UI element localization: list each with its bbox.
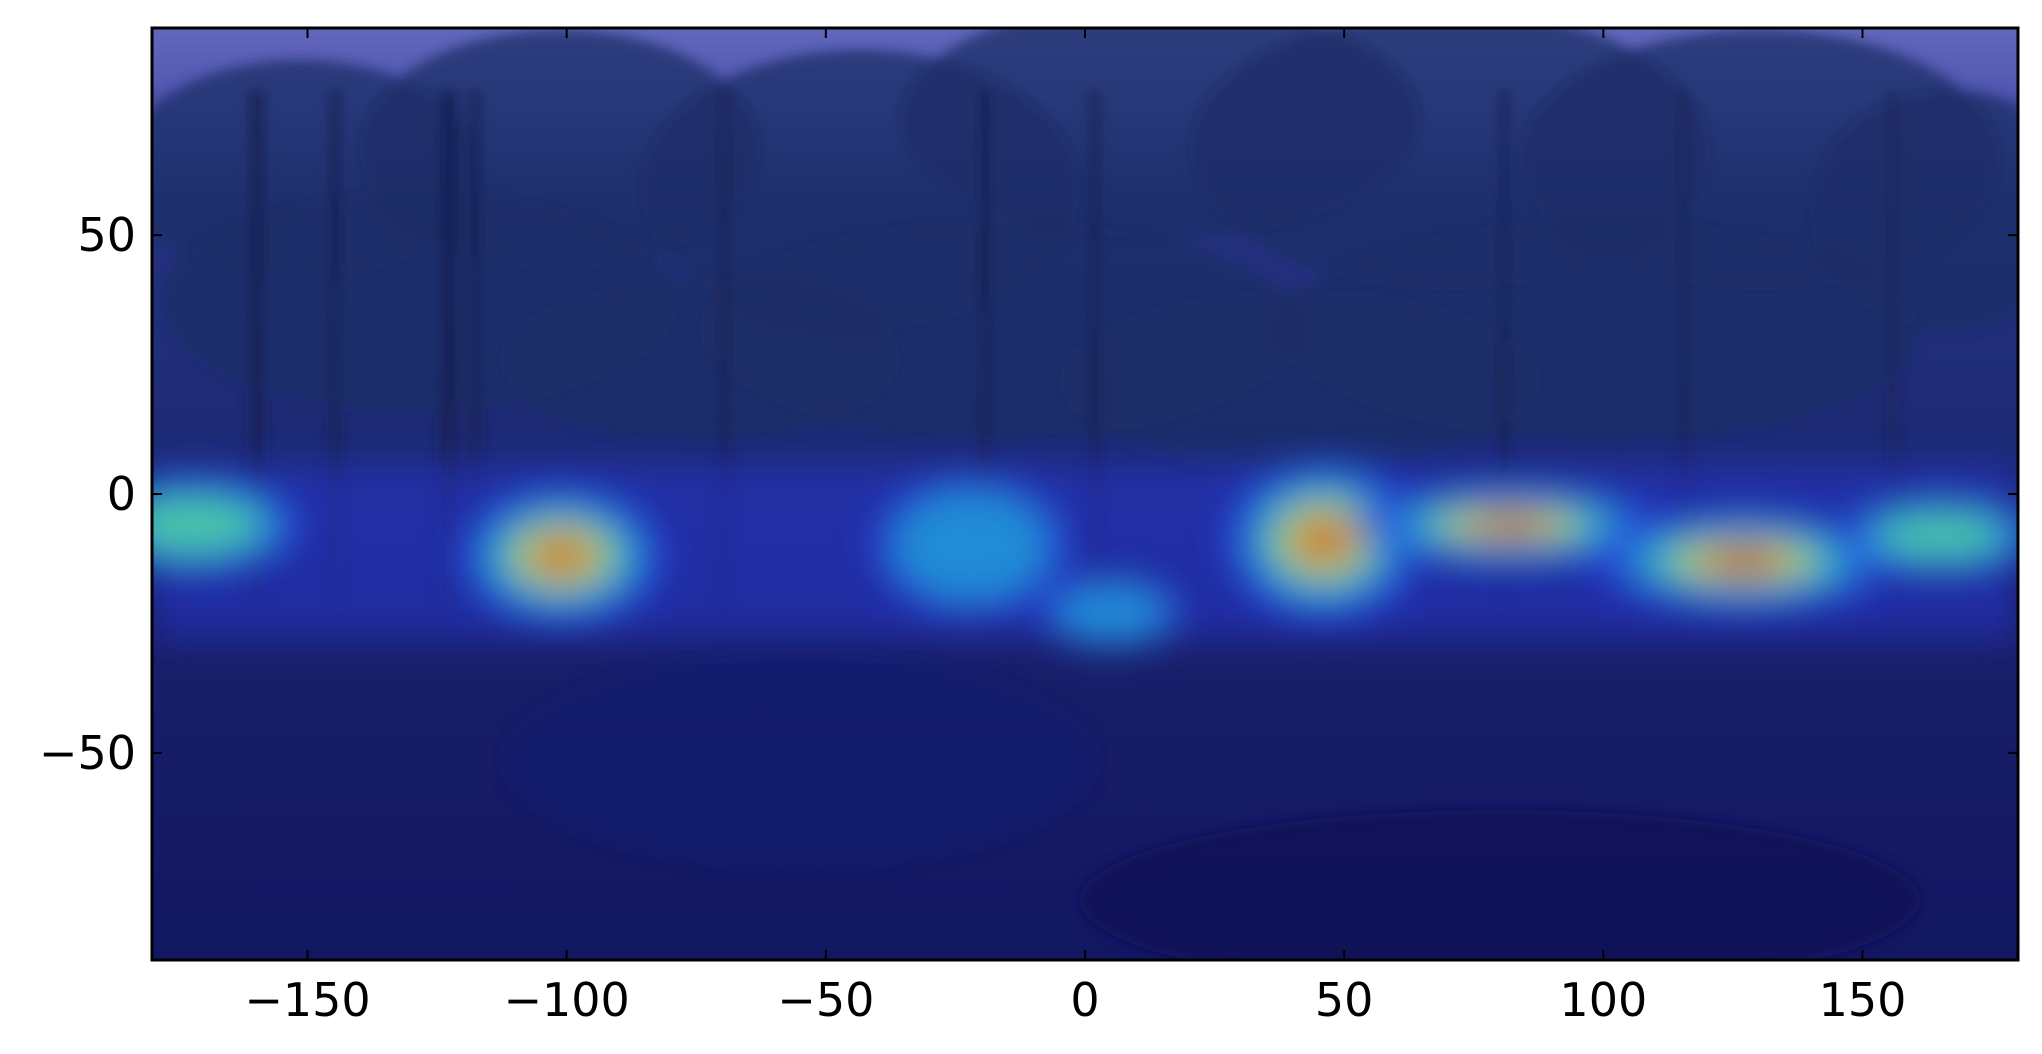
y-axis: 50 0 −50 — [39, 208, 2018, 780]
tree-trunk-shape — [1500, 90, 1508, 610]
tree-trunk-shape — [720, 90, 728, 610]
heatmap-hotspot — [1877, 513, 2003, 558]
tree-trunk-shape — [980, 90, 990, 610]
tree-trunk-shape — [1680, 90, 1687, 610]
heatmap-hotspot — [1482, 518, 1538, 532]
ground-shadow — [1080, 810, 1920, 960]
y-tick-label: −50 — [39, 726, 136, 780]
jet-overlay-tint — [152, 28, 2018, 960]
y-tick-label: 0 — [107, 467, 136, 521]
tree-trunk-shape — [470, 90, 480, 610]
heatmap-hotspot — [1715, 552, 1771, 570]
heatmap-hotspot — [1293, 516, 1353, 565]
tree-trunk-shape — [330, 90, 340, 610]
heatmap-hotspot — [152, 497, 259, 554]
x-tick-label: −150 — [244, 973, 370, 1027]
x-tick-label: 0 — [1070, 973, 1099, 1027]
x-tick-label: 50 — [1315, 973, 1374, 1027]
heatmap-hotspot — [1055, 585, 1167, 641]
tree-trunk-shape — [1090, 90, 1099, 610]
x-axis: −150 −100 −50 0 50 100 150 — [244, 28, 1906, 1027]
x-tick-label: −50 — [777, 973, 874, 1027]
forest-scene — [152, 28, 2018, 960]
heatmap-layer — [152, 457, 2018, 650]
y-tick-label: 50 — [77, 208, 136, 262]
foliage-shape — [1060, 290, 1540, 470]
plot-area — [152, 28, 2018, 960]
x-tick-label: 100 — [1559, 973, 1647, 1027]
heatmap-hotspot — [530, 535, 593, 577]
heatmap-hotspot — [893, 490, 1049, 602]
tree-trunk-shape — [1890, 90, 1896, 610]
foliage-shape — [500, 280, 900, 440]
x-tick-label: 150 — [1819, 973, 1907, 1027]
ground-shadow — [500, 650, 1100, 870]
x-tick-label: −100 — [503, 973, 629, 1027]
